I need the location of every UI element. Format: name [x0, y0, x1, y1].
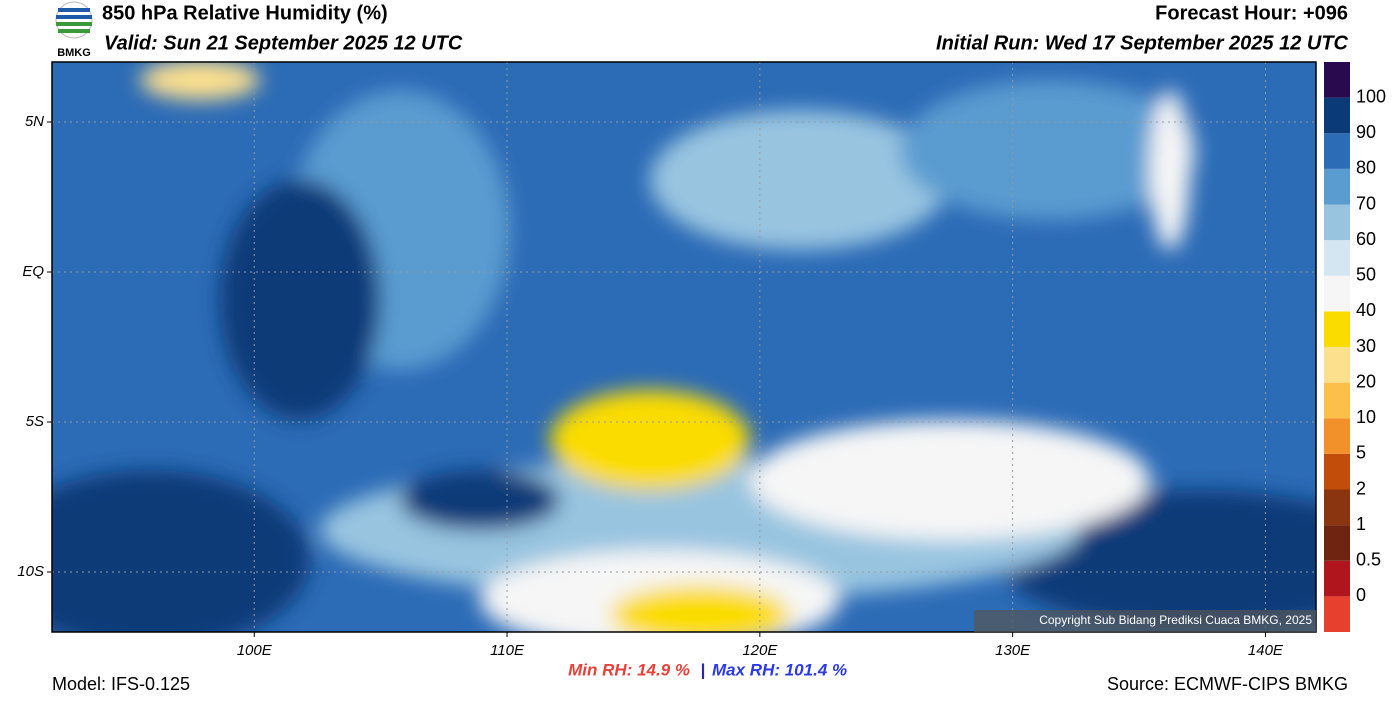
x-tick-label: 140E — [1248, 642, 1284, 659]
colorbar-label: 20 — [1356, 371, 1376, 391]
initial-run: Initial Run: Wed 17 September 2025 12 UT… — [936, 32, 1349, 54]
colorbar-label: 90 — [1356, 122, 1376, 142]
colorbar-box — [1324, 168, 1350, 205]
colorbar-box — [1324, 347, 1350, 383]
colorbar: 0 0.5 1 2 5 10 20 30 40 50 60 70 80 90 100 — [1324, 62, 1386, 632]
min-rh: Min RH: 14.9 % — [568, 660, 690, 679]
colorbar-label: 40 — [1356, 300, 1376, 320]
y-tick-label: 10S — [17, 563, 44, 580]
y-tick-label: EQ — [22, 263, 44, 280]
x-tick-label: 120E — [742, 642, 778, 659]
x-tick-label: 130E — [995, 642, 1031, 659]
y-tick-label: 5N — [25, 113, 44, 130]
colorbar-label: 1 — [1356, 514, 1366, 534]
title: 850 hPa Relative Humidity (%) — [102, 2, 388, 24]
colorbar-label: 60 — [1356, 229, 1376, 249]
colorbar-box — [1324, 596, 1350, 632]
max-rh: Max RH: 101.4 % — [712, 660, 847, 679]
grid — [47, 62, 1316, 637]
colorbar-box — [1324, 560, 1350, 597]
colorbar-box — [1324, 240, 1350, 276]
colorbar-box — [1324, 133, 1350, 169]
colorbar-label: 80 — [1356, 158, 1376, 178]
logo: BMKG — [55, 1, 93, 59]
colorbar-box — [1324, 311, 1350, 347]
colorbar-box — [1324, 525, 1350, 561]
valid-time: Valid: Sun 21 September 2025 12 UTC — [104, 32, 463, 54]
colorbar-box — [1324, 453, 1350, 490]
x-tick-label: 100E — [237, 642, 273, 659]
logo-text: BMKG — [57, 47, 91, 59]
x-tick-label: 110E — [490, 642, 525, 659]
colorbar-label: 0 — [1356, 585, 1366, 605]
colorbar-box — [1324, 418, 1350, 454]
source: Source: ECMWF-CIPS BMKG — [1107, 674, 1348, 694]
colorbar-label: 10 — [1356, 407, 1376, 427]
colorbar-label: 2 — [1356, 478, 1366, 498]
colorbar-box — [1324, 489, 1350, 526]
colorbar-box — [1324, 382, 1350, 419]
copyright: Copyright Sub Bidang Prediksi Cuaca BMKG… — [1039, 613, 1312, 627]
colorbar-box — [1324, 97, 1350, 134]
colorbar-label: 100 — [1356, 86, 1386, 106]
colorbar-box — [1324, 204, 1350, 241]
colorbar-box — [1324, 275, 1350, 312]
separator: | — [701, 660, 706, 679]
colorbar-label: 30 — [1356, 336, 1376, 356]
y-tick-label: 5S — [26, 413, 44, 430]
colorbar-label: 70 — [1356, 193, 1376, 213]
map-frame — [51, 61, 1317, 633]
colorbar-label: 50 — [1356, 265, 1376, 285]
colorbar-box — [1324, 62, 1350, 98]
model: Model: IFS-0.125 — [52, 674, 190, 694]
forecast-hour: Forecast Hour: +096 — [1155, 2, 1348, 24]
colorbar-label: 5 — [1356, 443, 1366, 463]
map-field — [52, 62, 1316, 632]
copyright-box — [974, 610, 1316, 632]
colorbar-label: 0.5 — [1356, 550, 1381, 570]
